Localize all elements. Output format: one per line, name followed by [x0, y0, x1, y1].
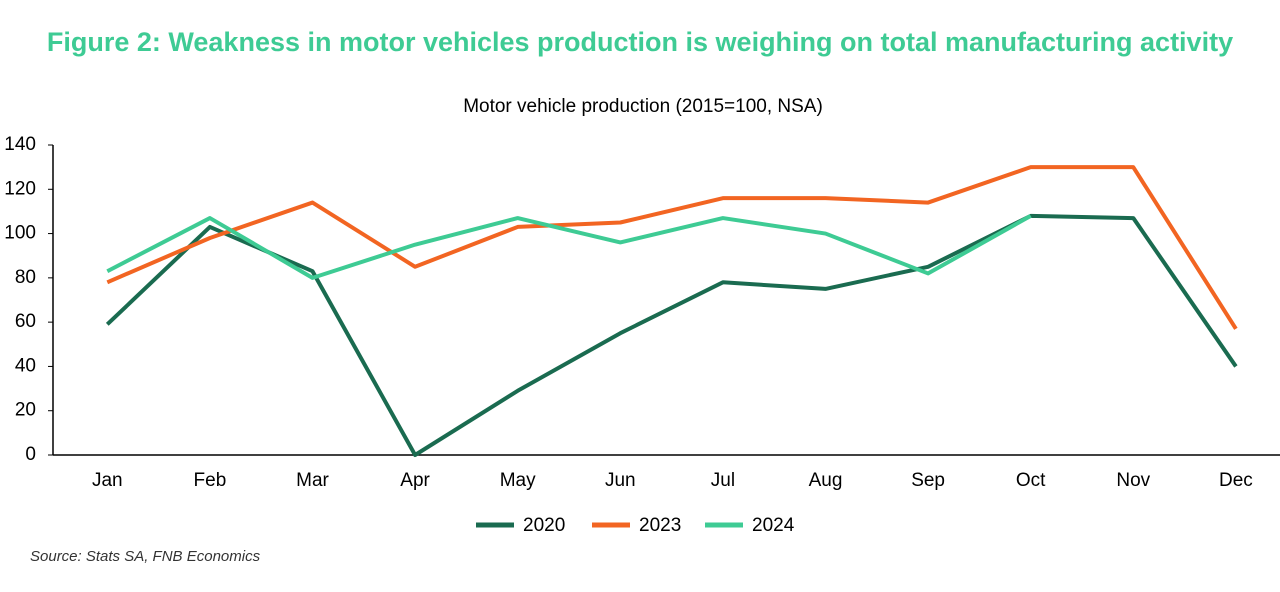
- y-tick-label: 100: [4, 223, 36, 244]
- chart-title: Figure 2: Weakness in motor vehicles pro…: [47, 27, 1233, 57]
- y-tick-label: 0: [25, 444, 36, 465]
- series-line: [106, 214, 1032, 280]
- y-tick-label: 40: [15, 355, 36, 376]
- legend-label: 2020: [523, 515, 565, 536]
- y-tick-label: 120: [4, 178, 36, 199]
- x-tick-label: Jan: [92, 470, 123, 491]
- x-tick-label: Dec: [1219, 470, 1253, 491]
- x-tick-label: Apr: [400, 470, 430, 491]
- x-tick-label: Jul: [711, 470, 735, 491]
- series-line: [106, 165, 1238, 330]
- chart-subtitle: Motor vehicle production (2015=100, NSA): [463, 96, 823, 117]
- source-note: Source: Stats SA, FNB Economics: [30, 548, 261, 565]
- y-tick-label: 60: [15, 311, 36, 332]
- x-tick-label: Mar: [296, 470, 329, 491]
- y-tick-label: 80: [15, 267, 36, 288]
- x-tick-label: Feb: [194, 470, 227, 491]
- x-tick-label: May: [500, 470, 536, 491]
- x-tick-label: Sep: [911, 470, 945, 491]
- y-tick-label: 140: [4, 134, 36, 155]
- x-tick-label: Nov: [1116, 470, 1150, 491]
- x-tick-label: Aug: [809, 470, 843, 491]
- x-tick-label: Jun: [605, 470, 636, 491]
- y-tick-label: 20: [15, 400, 36, 421]
- series-line: [105, 213, 1238, 457]
- legend-label: 2024: [752, 515, 795, 536]
- x-tick-label: Oct: [1016, 470, 1046, 491]
- legend-label: 2023: [639, 515, 681, 536]
